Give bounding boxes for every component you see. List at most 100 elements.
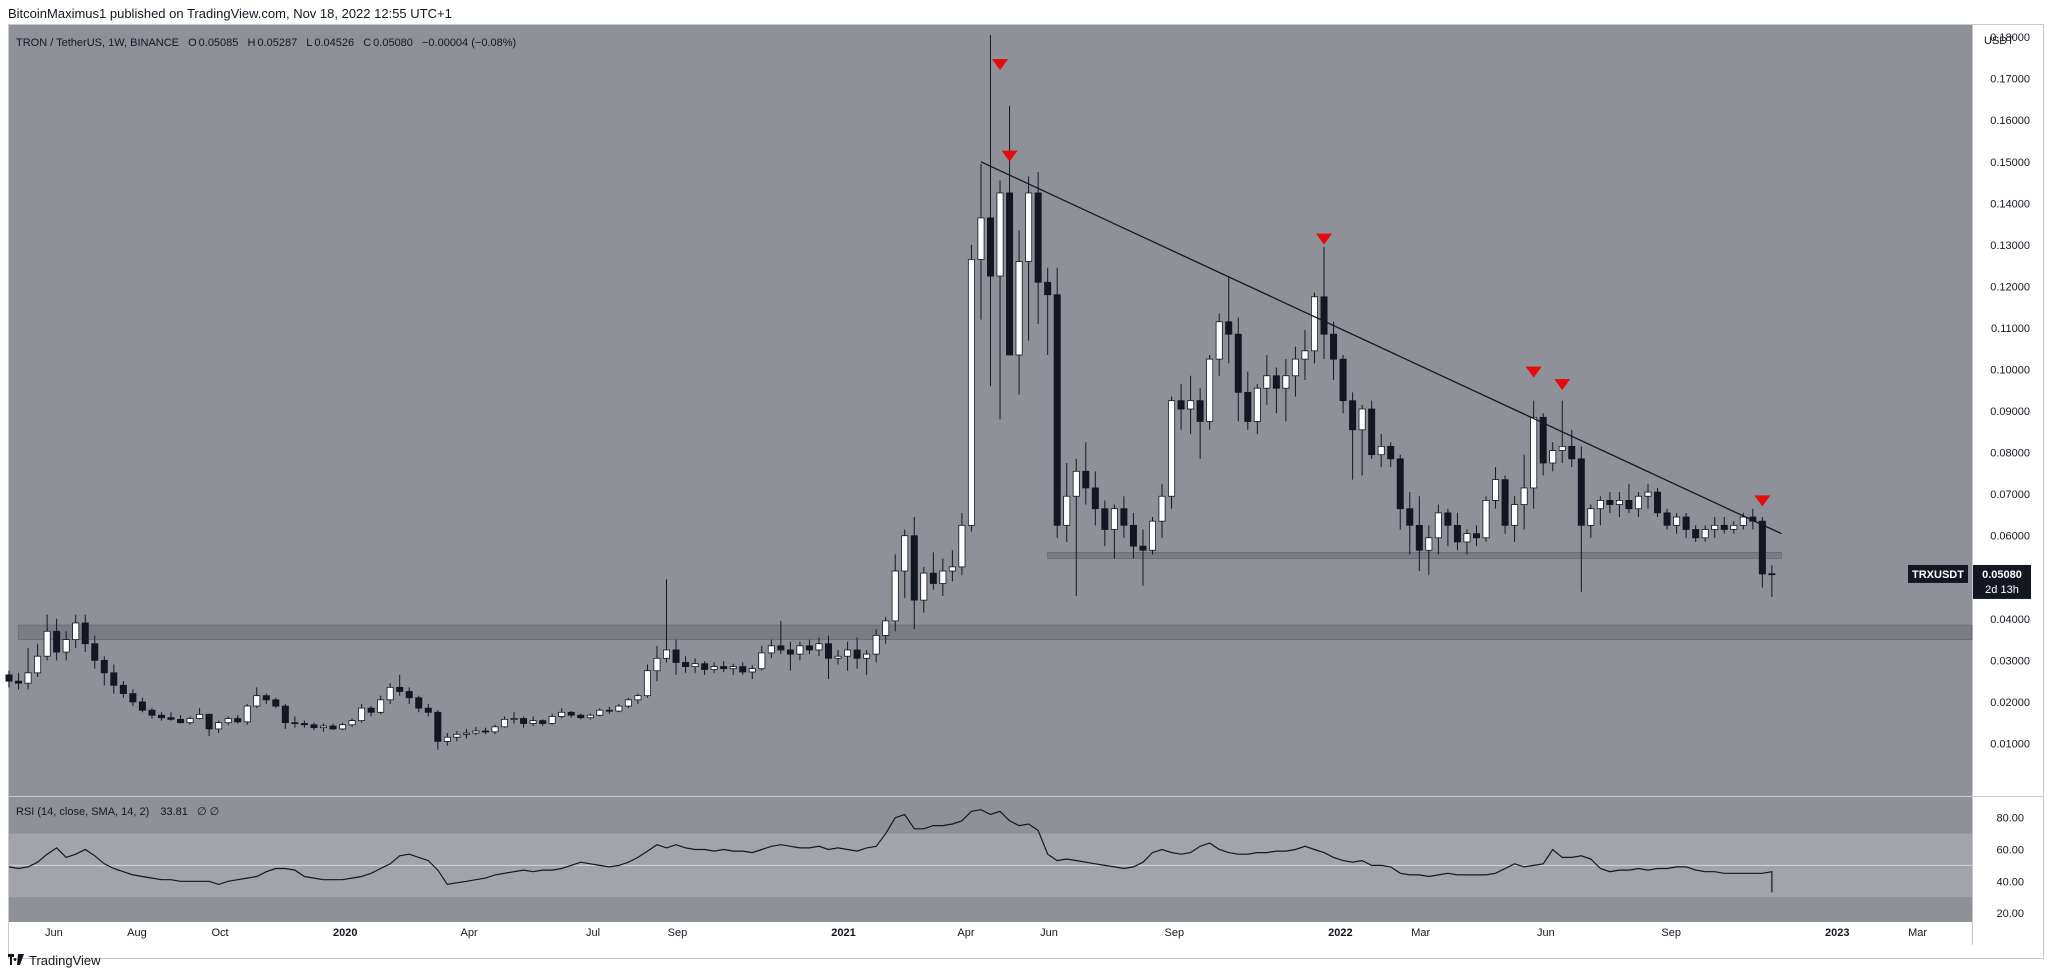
candle (1120, 496, 1128, 538)
candle-body-up (691, 663, 699, 667)
candle (1549, 442, 1557, 472)
price-label-countdown: 2d 13h (1985, 584, 2019, 596)
candle (1196, 388, 1204, 459)
candle (758, 645, 766, 671)
candle (1025, 176, 1033, 341)
candle-body-up (996, 192, 1004, 277)
price-tick-label: 0.10000 (1990, 365, 2030, 377)
candle (1320, 246, 1328, 360)
candle-body-down (987, 217, 995, 277)
candle-body-down (481, 730, 489, 733)
candle-body-up (224, 718, 232, 724)
candle-body-up (615, 705, 623, 712)
candle-body-up (1187, 400, 1195, 410)
candle (186, 716, 194, 725)
candle (243, 703, 251, 725)
candle-body-down (567, 711, 575, 716)
candle (1358, 404, 1366, 476)
candle-body-up (1301, 350, 1309, 360)
rsi-title: RSI (14, close, SMA, 14, 2) (16, 806, 149, 818)
price-tick-label: 0.01000 (1990, 738, 2030, 750)
candle-body-down (1225, 321, 1233, 335)
candle (1577, 446, 1585, 592)
candle-body-down (129, 693, 137, 703)
candle (586, 713, 594, 720)
candle (786, 641, 794, 671)
candle-body-down (805, 645, 813, 651)
high-value: 0.05287 (257, 37, 297, 49)
candle-body-down (739, 666, 747, 673)
low-value: 0.04526 (314, 37, 354, 49)
candle (1758, 517, 1766, 588)
candle (367, 706, 375, 717)
time-axis-label: 2022 (1328, 927, 1352, 939)
candle-body-up (319, 725, 327, 729)
time-axis-label: 2023 (1825, 927, 1849, 939)
candle (1072, 458, 1080, 596)
candles (5, 35, 1776, 750)
candle-body-up (1701, 529, 1709, 539)
candle-body-down (1768, 573, 1776, 576)
candle (291, 716, 299, 728)
candle-body-up (1739, 516, 1747, 526)
candle-body-down (577, 714, 585, 719)
price-tick-label: 0.18000 (1990, 32, 2030, 44)
candle (167, 712, 175, 721)
candle-body-up (1206, 358, 1214, 422)
candle-body-down (1453, 524, 1461, 543)
candle-body-up (1558, 445, 1566, 451)
candle-body-up (491, 726, 499, 733)
candle (234, 715, 242, 724)
candle-body-down (405, 691, 413, 699)
rsi-line (8, 809, 1773, 893)
tradingview-logo[interactable]: TradingView (8, 953, 101, 968)
candle (520, 716, 528, 728)
candle-body-up (548, 716, 556, 724)
candle (1377, 433, 1385, 468)
candle-body-down (291, 722, 299, 725)
price-tick-label: 0.13000 (1990, 240, 2030, 252)
candle-body-down (1625, 500, 1633, 510)
candle-body-down (1444, 512, 1452, 526)
candle (653, 645, 661, 682)
candle-body-up (586, 714, 594, 719)
candle (1282, 359, 1290, 422)
candle (148, 708, 156, 719)
candle (1596, 496, 1604, 526)
price-tick-label: 0.08000 (1990, 448, 2030, 460)
candle (1187, 375, 1195, 434)
candle (720, 661, 728, 672)
price-tick-label: 0.17000 (1990, 74, 2030, 86)
candle (62, 631, 70, 661)
candle (5, 670, 13, 688)
rsi-tick-label: 40.00 (1996, 876, 2024, 888)
candle-body-down (853, 649, 861, 659)
resistance-trendline[interactable] (980, 161, 1782, 535)
candle (329, 723, 337, 731)
candle-body-down (5, 674, 13, 682)
candle-body-up (1263, 375, 1271, 389)
candle-body-down (910, 535, 918, 601)
candle (948, 550, 956, 582)
candle-body-up (1310, 296, 1318, 352)
candle (443, 733, 451, 746)
candle-body-down (1082, 470, 1090, 489)
candle (1129, 512, 1137, 559)
rejection-marker (1001, 150, 1018, 162)
time-axis-label: Apr (461, 927, 478, 939)
candle-body-up (710, 666, 718, 670)
candle-body-down (786, 649, 794, 655)
price-tick-label: 0.15000 (1990, 157, 2030, 169)
support-zones (18, 552, 1973, 640)
candle (767, 639, 775, 659)
candle-body-down (1539, 416, 1547, 464)
price-tick-label: 0.11000 (1991, 323, 2030, 335)
candle-body-down (539, 720, 547, 724)
candle (1110, 504, 1118, 559)
candle (1101, 500, 1109, 547)
price-label-box (1973, 564, 2031, 599)
candle-body-down (1720, 524, 1728, 530)
candle-body-down (281, 705, 289, 724)
candle-body-up (510, 718, 518, 720)
